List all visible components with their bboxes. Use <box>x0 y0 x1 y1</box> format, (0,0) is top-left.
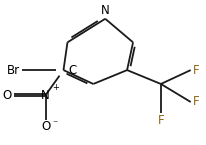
Text: F: F <box>193 96 199 108</box>
Text: ⁻: ⁻ <box>53 119 58 129</box>
Text: F: F <box>158 115 164 127</box>
Text: F: F <box>193 64 199 77</box>
Text: O: O <box>2 89 12 102</box>
Text: N: N <box>101 4 110 17</box>
Text: O: O <box>41 120 50 133</box>
Text: +: + <box>53 83 60 92</box>
Text: C: C <box>68 64 77 77</box>
Text: Br: Br <box>7 64 20 77</box>
Text: N: N <box>41 89 50 102</box>
